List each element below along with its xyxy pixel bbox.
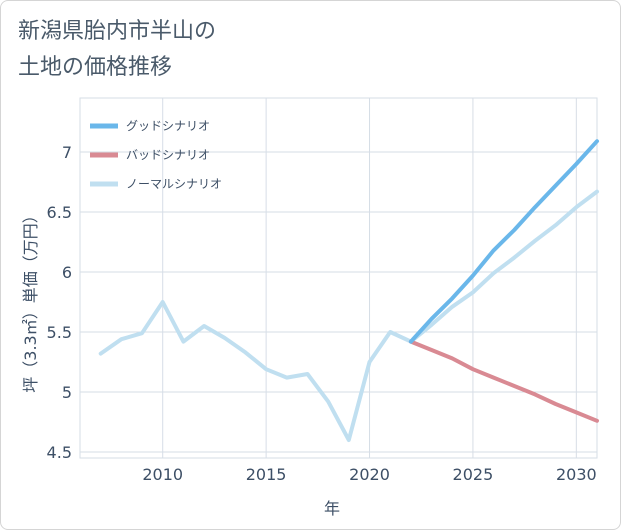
y-tick-label: 5.5 — [47, 323, 72, 342]
x-tick-label: 2020 — [349, 465, 390, 484]
legend-label-2: ノーマルシナリオ — [126, 177, 222, 191]
y-tick-label: 6 — [62, 263, 72, 282]
legend-label-1: バッドシナリオ — [126, 148, 210, 162]
y-tick-labels: 4.5 5 5.5 6 6.5 7 — [47, 143, 72, 462]
x-tick-labels: 2010 2015 2020 2025 2030 — [142, 465, 596, 484]
legend-label-0: グッドシナリオ — [126, 119, 210, 133]
x-tick-label: 2030 — [556, 465, 597, 484]
chart-title-line-2: 土地の価格推移 — [18, 55, 173, 80]
series-lines — [98, 139, 599, 442]
x-tick-label: 2010 — [142, 465, 183, 484]
grid-lines — [80, 98, 597, 458]
chart-title: 新潟県胎内市半山の 土地の価格推移 — [18, 14, 216, 86]
y-tick-label: 7 — [62, 143, 72, 162]
x-axis-label: 年 — [324, 499, 340, 518]
x-tick-label: 2015 — [246, 465, 287, 484]
series-line-2 — [98, 189, 599, 442]
y-tick-label: 5 — [62, 383, 72, 402]
y-tick-label: 6.5 — [47, 203, 72, 222]
plot-area — [79, 97, 598, 459]
chart-title-line-1: 新潟県胎内市半山の — [18, 19, 217, 44]
series-line-0 — [408, 139, 599, 344]
series-line-1 — [408, 339, 599, 423]
y-axis-label: 坪（3.3㎡）単価（万円） — [21, 207, 40, 392]
x-tick-label: 2025 — [453, 465, 494, 484]
y-tick-label: 4.5 — [47, 443, 72, 462]
